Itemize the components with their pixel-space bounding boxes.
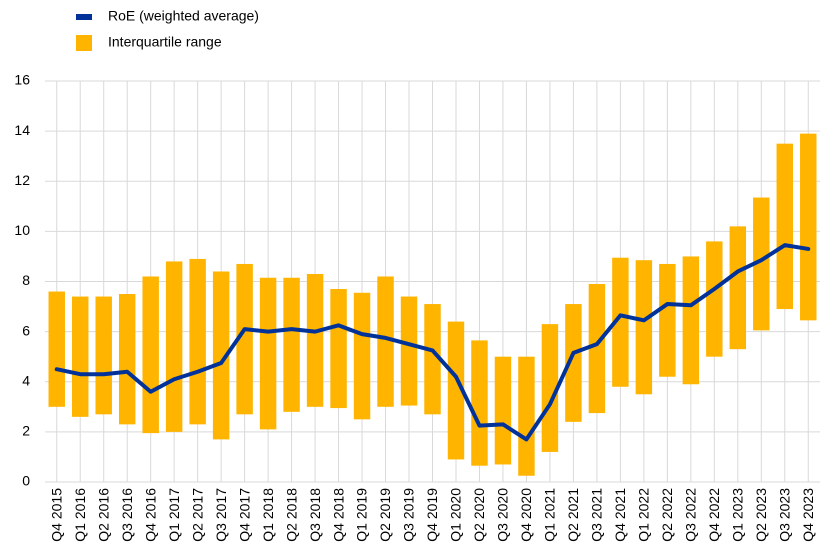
x-tick-label: Q3 2023 (776, 488, 792, 542)
x-tick-label: Q1 2016 (72, 488, 88, 542)
y-tick-label: 6 (22, 322, 30, 338)
y-tick-label: 10 (14, 222, 30, 238)
x-tick-label: Q2 2023 (753, 488, 769, 542)
x-tick-label: Q3 2020 (495, 488, 511, 542)
range-bar (541, 324, 559, 452)
range-bar (776, 143, 793, 310)
x-tick-label: Q2 2016 (95, 488, 111, 542)
x-tick-label: Q3 2021 (589, 488, 605, 542)
range-bar (72, 296, 89, 417)
range-bar (48, 291, 65, 407)
y-tick-label: 4 (22, 372, 30, 388)
range-bar (659, 263, 676, 377)
range-bar (565, 304, 582, 422)
y-tick-label: 14 (14, 122, 30, 138)
range-bar (400, 296, 418, 406)
x-tick-label: Q1 2019 (354, 488, 370, 542)
range-bar (306, 273, 324, 407)
x-tick-label: Q4 2019 (424, 488, 440, 542)
range-bar (494, 356, 512, 465)
x-tick-label: Q3 2019 (401, 488, 417, 542)
range-bar (377, 276, 394, 407)
range-bar (706, 241, 723, 357)
y-tick-label: 0 (22, 473, 30, 489)
x-tick-label: Q1 2020 (448, 488, 464, 542)
x-tick-label: Q4 2015 (48, 488, 64, 542)
x-tick-label: Q4 2016 (142, 488, 158, 542)
range-bar (165, 261, 183, 432)
x-tick-label: Q2 2021 (565, 488, 581, 542)
x-tick-label: Q4 2020 (518, 488, 534, 542)
x-tick-label: Q2 2020 (471, 488, 487, 542)
range-bar (259, 277, 277, 430)
x-tick-label: Q4 2021 (612, 488, 628, 542)
range-bar (729, 226, 747, 350)
range-bar (612, 257, 629, 387)
range-bar (635, 260, 653, 395)
x-tick-label: Q3 2022 (683, 488, 699, 542)
x-tick-label: Q1 2021 (542, 488, 558, 542)
x-tick-label: Q1 2017 (166, 488, 182, 542)
x-tick-label: Q2 2019 (377, 488, 393, 542)
x-tick-label: Q2 2018 (283, 488, 299, 542)
range-bar (518, 356, 535, 476)
range-bar (212, 271, 230, 440)
x-tick-label: Q1 2018 (260, 488, 276, 542)
legend-swatch (76, 35, 92, 51)
range-bar (95, 296, 112, 415)
range-bar (447, 321, 465, 460)
range-bar (283, 277, 300, 412)
legend-label: Interquartile range (108, 34, 222, 50)
x-tick-label: Q2 2017 (189, 488, 205, 542)
legend-swatch (76, 14, 92, 20)
x-tick-label: Q2 2022 (659, 488, 675, 542)
x-tick-label: Q4 2022 (706, 488, 722, 542)
y-tick-label: 12 (14, 172, 30, 188)
legend-label: RoE (weighted average) (108, 8, 259, 24)
range-bar (753, 197, 770, 331)
range-bar (588, 284, 606, 414)
range-bar (142, 276, 159, 434)
range-bar (236, 263, 253, 415)
range-bar (800, 133, 817, 321)
y-tick-label: 8 (22, 272, 30, 288)
range-bar (330, 289, 347, 409)
range-bar (189, 258, 206, 425)
y-tick-label: 16 (14, 72, 30, 88)
range-bar (353, 292, 371, 420)
x-tick-label: Q3 2018 (307, 488, 323, 542)
range-bar (682, 256, 700, 385)
line (54, 243, 811, 442)
range-bar (471, 340, 488, 466)
x-tick-label: Q4 2023 (800, 488, 816, 542)
range-bar (118, 294, 136, 425)
x-tick-label: Q1 2023 (730, 488, 746, 542)
range-bar (424, 304, 441, 415)
y-tick-label: 2 (22, 423, 30, 439)
x-tick-label: Q3 2017 (213, 488, 229, 542)
x-tick-label: Q4 2018 (330, 488, 346, 542)
x-tick-label: Q4 2017 (236, 488, 252, 542)
x-tick-label: Q1 2022 (636, 488, 652, 542)
x-tick-label: Q3 2016 (119, 488, 135, 542)
